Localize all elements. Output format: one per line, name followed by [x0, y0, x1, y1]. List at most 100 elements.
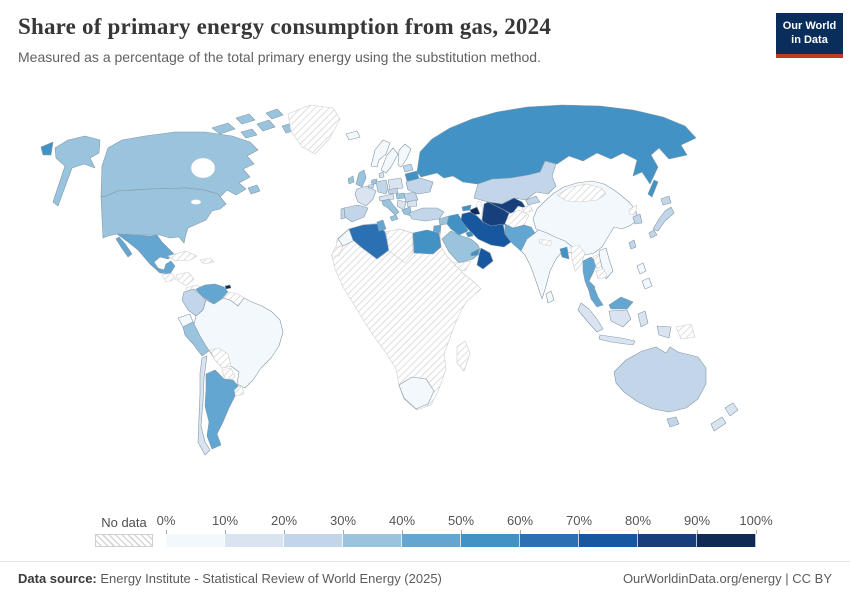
country-spain[interactable] — [343, 204, 369, 223]
country-uk[interactable] — [355, 169, 367, 188]
country-tunisia[interactable] — [376, 219, 387, 232]
country-egypt[interactable] — [412, 229, 442, 255]
country-madagascar[interactable] — [456, 340, 471, 372]
country-sweden[interactable] — [380, 147, 399, 174]
legend-bin-0[interactable] — [166, 534, 225, 547]
country-ukraine[interactable] — [405, 177, 434, 195]
country-myanmar[interactable] — [570, 244, 586, 272]
country-oman[interactable] — [476, 247, 494, 270]
country-taiwan[interactable] — [628, 239, 637, 250]
country-chile[interactable] — [197, 355, 211, 456]
country-cambodia[interactable] — [595, 268, 608, 280]
country-brazil[interactable] — [193, 297, 284, 389]
country-bangladesh[interactable] — [559, 246, 570, 260]
country-argentina[interactable] — [204, 369, 239, 450]
country-germany[interactable] — [375, 179, 389, 195]
legend-tick-label-4: 40% — [388, 513, 416, 528]
country-austria-switzerland[interactable] — [378, 193, 395, 202]
country-trinidad[interactable] — [224, 284, 232, 290]
owid-logo[interactable]: Our World in Data — [776, 13, 843, 58]
country-romania[interactable] — [403, 191, 419, 203]
country-png[interactable] — [675, 323, 696, 340]
country-tajikistan[interactable] — [521, 204, 534, 214]
legend-tick-mark-7 — [579, 530, 580, 534]
legend-bin-1[interactable] — [225, 534, 284, 547]
world-map[interactable] — [0, 78, 850, 518]
country-pakistan[interactable] — [504, 223, 536, 252]
legend-bin-9[interactable] — [697, 534, 756, 547]
legend-tick-mark-5 — [461, 530, 462, 534]
country-bulgaria[interactable] — [406, 199, 418, 208]
country-turkey[interactable] — [408, 207, 445, 222]
legend-color-bar[interactable] — [166, 534, 756, 547]
footer-credit[interactable]: OurWorldinData.org/energy | CC BY — [622, 571, 832, 586]
country-paraguay[interactable] — [221, 367, 236, 382]
legend-bin-5[interactable] — [461, 534, 520, 547]
country-philippines[interactable] — [636, 262, 653, 290]
chart-header: Share of primary energy consumption from… — [18, 14, 758, 65]
country-portugal[interactable] — [340, 207, 346, 220]
legend-bin-2[interactable] — [284, 534, 343, 547]
country-denmark[interactable] — [378, 171, 385, 179]
country-czechia[interactable] — [387, 187, 399, 195]
country-nepal[interactable] — [538, 238, 553, 247]
country-kyrgyzstan[interactable] — [525, 195, 541, 206]
country-australia[interactable] — [613, 346, 707, 428]
country-alaska[interactable] — [52, 135, 101, 207]
great-lakes — [190, 199, 202, 205]
country-russia[interactable] — [416, 104, 697, 185]
country-netherlands[interactable] — [370, 178, 378, 185]
country-sakhalin[interactable] — [647, 179, 659, 198]
country-balkans[interactable] — [396, 199, 407, 211]
country-vietnam[interactable] — [598, 247, 614, 280]
country-guatemala[interactable] — [161, 272, 177, 283]
country-japan[interactable] — [648, 195, 675, 239]
country-south-africa[interactable] — [398, 376, 435, 410]
legend-tick-mark-4 — [402, 530, 403, 534]
footer: Data source: Energy Institute - Statisti… — [0, 561, 850, 586]
country-new-zealand[interactable] — [710, 402, 739, 432]
legend-bin-3[interactable] — [343, 534, 402, 547]
country-norway[interactable] — [370, 139, 391, 168]
country-honduras-nicaragua[interactable] — [175, 271, 195, 287]
country-georgia[interactable] — [461, 204, 472, 212]
legend-bin-4[interactable] — [402, 534, 461, 547]
data-source: Data source: Energy Institute - Statisti… — [18, 571, 442, 586]
country-western-sahara[interactable] — [330, 245, 344, 257]
country-canada-arctic[interactable] — [211, 108, 298, 139]
legend-tick-mark-9 — [697, 530, 698, 534]
country-sri-lanka[interactable] — [545, 290, 555, 304]
country-north-korea[interactable] — [628, 204, 638, 216]
country-greenland[interactable] — [287, 104, 341, 155]
legend-tick-mark-10 — [756, 530, 757, 534]
country-finland[interactable] — [397, 143, 412, 168]
country-south-korea[interactable] — [632, 213, 643, 225]
legend-tick-mark-3 — [343, 530, 344, 534]
country-iraq[interactable] — [446, 213, 469, 236]
country-france[interactable] — [354, 185, 377, 207]
country-poland[interactable] — [387, 177, 404, 191]
country-italy[interactable] — [381, 198, 400, 222]
legend-tick-label-0: 0% — [156, 513, 176, 528]
country-mongolia[interactable] — [556, 183, 607, 203]
country-uae[interactable] — [470, 248, 480, 257]
country-indonesia[interactable] — [577, 302, 672, 346]
country-hungary[interactable] — [395, 192, 406, 200]
legend-tick-label-3: 30% — [329, 513, 357, 528]
country-ireland[interactable] — [347, 175, 355, 185]
no-data-swatch[interactable] — [95, 534, 153, 547]
country-chukotka[interactable] — [40, 141, 54, 156]
country-libya[interactable] — [385, 228, 414, 264]
country-belgium[interactable] — [367, 183, 375, 189]
country-iceland[interactable] — [345, 130, 361, 141]
legend-bin-6[interactable] — [520, 534, 579, 547]
country-malaysia[interactable] — [588, 286, 634, 310]
legend-bin-8[interactable] — [638, 534, 697, 547]
country-hispaniola[interactable] — [199, 257, 215, 265]
country-mexico[interactable] — [115, 233, 176, 275]
legend-bin-7[interactable] — [579, 534, 638, 547]
country-cuba[interactable] — [167, 250, 198, 262]
country-bolivia[interactable] — [209, 347, 232, 369]
legend-tick-label-7: 70% — [565, 513, 593, 528]
country-baltics[interactable] — [402, 163, 414, 173]
